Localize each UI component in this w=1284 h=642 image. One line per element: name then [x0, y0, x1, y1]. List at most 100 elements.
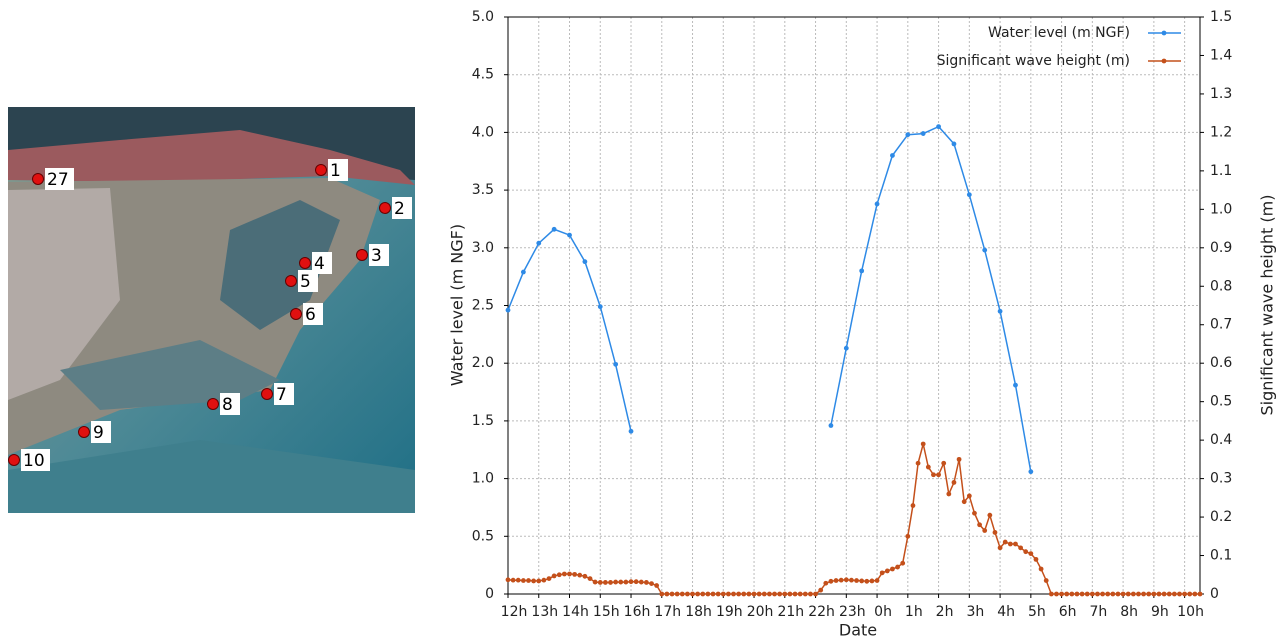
legend-marker	[1161, 30, 1167, 36]
data-point	[1182, 591, 1188, 597]
y2-tick-label: 0.1	[1210, 548, 1232, 564]
site-label: 1	[330, 161, 341, 181]
data-point	[541, 577, 547, 583]
data-point	[874, 578, 880, 583]
site: 3	[356, 244, 389, 266]
data-point	[654, 583, 660, 588]
data-point	[695, 591, 701, 597]
site-label-box	[303, 303, 323, 325]
data-point	[797, 591, 803, 597]
site-label-box	[274, 383, 294, 405]
data-point	[838, 577, 844, 583]
x-tick-label: 21h	[777, 604, 804, 620]
data-point	[623, 579, 629, 585]
data-point	[628, 579, 634, 585]
site: 27	[32, 168, 74, 190]
data-point	[936, 124, 941, 130]
site-label: 6	[305, 305, 316, 325]
site: 1	[315, 159, 348, 181]
y-tick-label: 3.5	[472, 182, 494, 198]
data-point	[597, 304, 603, 310]
data-point	[1038, 566, 1044, 572]
data-point	[561, 571, 567, 577]
x-tick-label: 18h	[685, 604, 712, 620]
y-axis-title: Water level (m NGF)	[448, 224, 467, 386]
data-point	[602, 580, 608, 585]
data-point	[1125, 591, 1131, 597]
data-point	[608, 580, 613, 585]
data-point	[751, 591, 757, 597]
data-point	[679, 591, 685, 597]
data-point	[649, 581, 654, 587]
data-point	[1136, 591, 1141, 597]
x-tick-label: 15h	[593, 604, 620, 620]
sea-south	[8, 440, 415, 513]
data-point	[1007, 541, 1013, 547]
data-point	[910, 503, 916, 508]
data-point	[1069, 591, 1075, 597]
data-point	[613, 361, 619, 367]
y2-tick-label: 1.0	[1210, 201, 1232, 217]
data-point	[823, 580, 829, 586]
data-point	[1177, 591, 1182, 597]
data-point	[1064, 591, 1070, 597]
site-marker	[261, 388, 273, 400]
x-tick-label: 23h	[839, 604, 866, 620]
data-point	[1120, 591, 1126, 597]
data-point	[849, 577, 854, 583]
data-point	[884, 568, 890, 574]
data-point	[925, 464, 931, 470]
data-point	[1095, 591, 1100, 597]
data-point	[915, 460, 921, 466]
x-tick-label: 19h	[716, 604, 743, 620]
data-point	[997, 308, 1003, 314]
data-point	[597, 580, 603, 585]
data-point	[690, 591, 695, 597]
data-point	[920, 441, 926, 447]
data-point	[520, 578, 526, 583]
site-marker	[207, 398, 219, 410]
data-point	[905, 533, 911, 539]
data-point	[843, 345, 849, 351]
data-point	[792, 591, 798, 597]
y2-tick-label: 0.5	[1210, 394, 1232, 410]
site-marker	[356, 249, 368, 261]
data-point	[633, 579, 639, 585]
site-label: 10	[23, 451, 45, 471]
data-point	[869, 578, 875, 584]
y2-tick-label: 0.8	[1210, 278, 1232, 294]
legend-marker	[1161, 58, 1167, 64]
x-tick-label: 8h	[1120, 604, 1138, 620]
data-point	[1171, 591, 1177, 597]
data-point	[756, 591, 762, 597]
site-marker	[299, 257, 311, 269]
data-point	[536, 578, 542, 584]
y2-tick-label: 0.9	[1210, 240, 1232, 256]
data-point	[1166, 591, 1172, 597]
data-point	[987, 512, 993, 518]
data-point	[674, 591, 680, 597]
data-point	[997, 545, 1003, 551]
data-point	[515, 577, 521, 583]
data-point	[946, 491, 952, 497]
data-point	[726, 591, 731, 597]
data-point	[1013, 382, 1018, 388]
data-point	[900, 560, 906, 566]
y2-tick-label: 1.5	[1210, 9, 1232, 25]
legend-label: Significant wave height (m)	[937, 53, 1130, 69]
data-point	[951, 141, 957, 147]
data-point	[828, 578, 834, 584]
data-point	[510, 577, 516, 583]
data-point	[1192, 591, 1198, 597]
data-point	[843, 577, 849, 583]
x-tick-label: 0h	[874, 604, 892, 620]
data-point	[777, 591, 783, 597]
site-label-box	[392, 197, 412, 219]
data-point	[741, 591, 747, 597]
site-marker	[285, 275, 297, 287]
site: 8	[207, 393, 240, 415]
data-point	[546, 576, 552, 582]
site-label: 3	[371, 246, 382, 266]
data-point	[956, 456, 962, 462]
site: 6	[290, 303, 323, 325]
